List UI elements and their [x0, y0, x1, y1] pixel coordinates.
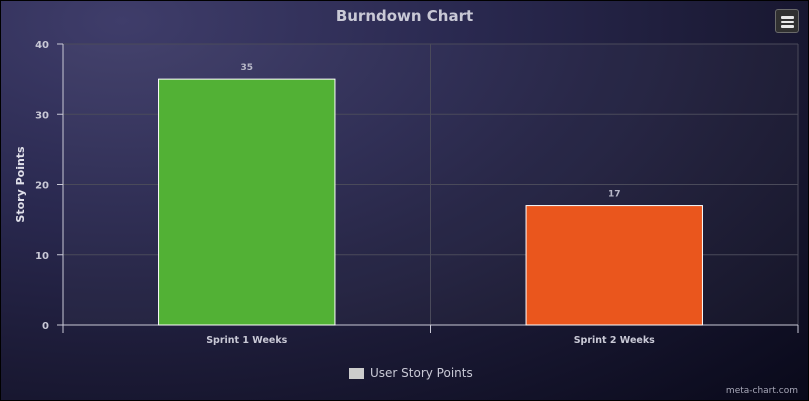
- y-tick-label: 40: [35, 40, 49, 51]
- legend-label: User Story Points: [370, 366, 473, 380]
- y-tick-label: 10: [35, 251, 49, 262]
- legend[interactable]: User Story Points: [349, 366, 473, 380]
- x-tick-label: Sprint 1 Weeks: [206, 335, 287, 346]
- hamburger-menu-icon: [781, 25, 794, 28]
- legend-swatch: [349, 367, 364, 379]
- x-tick-label: Sprint 2 Weeks: [574, 335, 655, 346]
- chart-title: Burndown Chart: [335, 7, 474, 25]
- hamburger-menu-icon: [781, 16, 794, 19]
- y-tick-label: 20: [35, 181, 49, 192]
- data-label: 35: [240, 63, 253, 73]
- y-tick-label: 30: [35, 110, 49, 121]
- credit-link[interactable]: meta-chart.com: [725, 386, 798, 396]
- y-tick-label: 0: [42, 321, 49, 332]
- y-axis-title: Story Points: [14, 146, 27, 223]
- hamburger-menu-icon: [781, 20, 794, 23]
- bar[interactable]: [525, 205, 703, 326]
- bar[interactable]: [158, 78, 336, 326]
- chart-menu-button[interactable]: [775, 9, 799, 33]
- data-label: 17: [608, 190, 621, 200]
